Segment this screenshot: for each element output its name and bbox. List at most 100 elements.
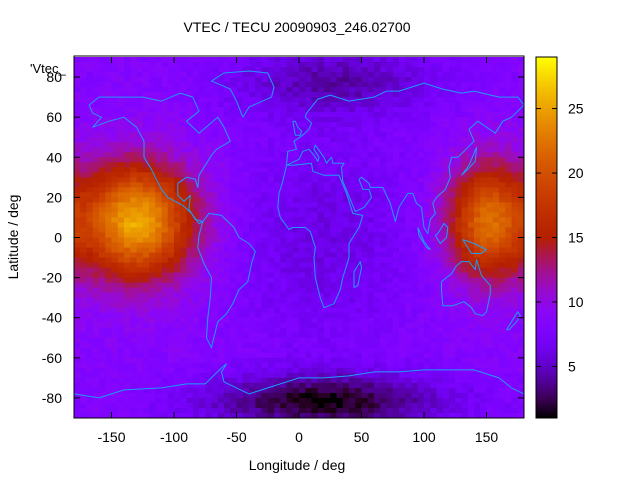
heatmap-cell [192,262,200,268]
heatmap-cell [99,292,106,299]
heatmap-cell [105,397,112,404]
heatmap-cell [442,337,450,344]
heatmap-cell [349,352,356,359]
heatmap-cell [455,142,462,148]
heatmap-cell [180,212,187,218]
heatmap-cell [361,187,369,193]
heatmap-cell [149,187,156,193]
heatmap-cell [261,267,269,273]
heatmap-cell [367,172,375,178]
heatmap-cell [336,322,344,329]
heatmap-cell [349,237,356,243]
heatmap-cell [392,132,400,138]
heatmap-cell [430,257,437,263]
heatmap-cell [436,197,444,203]
heatmap-cell [167,222,175,228]
heatmap-cell [136,112,144,118]
heatmap-cell [324,277,331,284]
heatmap-cell [280,322,287,329]
heatmap-cell [449,177,456,183]
heatmap-cell [242,292,250,299]
heatmap-cell [242,382,250,389]
heatmap-cell [461,257,469,263]
heatmap-cell [92,387,100,394]
heatmap-cell [474,57,481,63]
heatmap-cell [317,232,325,238]
heatmap-cell [142,392,150,399]
heatmap-cell [517,392,525,399]
heatmap-cell [311,312,319,319]
heatmap-cell [230,347,237,354]
heatmap-cell [224,187,231,193]
heatmap-cell [517,107,525,113]
heatmap-cell [317,72,325,78]
heatmap-cell [474,182,481,188]
heatmap-cell [511,122,519,128]
heatmap-cell [336,252,344,258]
heatmap-cell [505,167,512,173]
heatmap-cell [342,357,350,364]
heatmap-cell [242,377,250,384]
heatmap-cell [186,192,194,198]
heatmap-cell [499,297,506,304]
heatmap-cell [74,357,81,364]
heatmap-cell [399,337,406,344]
heatmap-cell [124,332,131,339]
heatmap-cell [380,327,387,334]
heatmap-cell [417,102,425,108]
heatmap-cell [92,312,100,319]
heatmap-cell [349,187,356,193]
heatmap-cell [492,272,500,279]
heatmap-cell [224,247,231,253]
heatmap-cell [199,367,206,374]
heatmap-cell [111,327,119,334]
heatmap-cell [380,292,387,299]
heatmap-cell [361,257,369,263]
heatmap-cell [249,207,256,213]
heatmap-cell [355,177,362,183]
heatmap-cell [174,262,181,268]
heatmap-cell [386,102,394,108]
heatmap-cell [211,292,219,299]
heatmap-cell [486,62,494,68]
heatmap-cell [505,312,512,319]
heatmap-cell [374,147,381,153]
heatmap-cell [117,337,125,344]
heatmap-cell [192,337,200,344]
heatmap-cell [317,82,325,88]
heatmap-cell [299,282,306,289]
heatmap-cell [242,302,250,309]
heatmap-cell [436,332,444,339]
heatmap-cell [424,282,431,289]
heatmap-cell [86,162,94,168]
heatmap-cell [405,267,412,273]
heatmap-cell [505,147,512,153]
heatmap-cell [155,92,162,98]
heatmap-cell [99,232,106,238]
heatmap-cell [324,382,331,389]
heatmap-cell [261,292,269,299]
heatmap-cell [130,77,137,83]
heatmap-cell [405,382,412,389]
heatmap-cell [486,357,494,364]
heatmap-cell [249,292,256,299]
heatmap-cell [374,347,381,354]
heatmap-cell [180,82,187,88]
heatmap-cell [280,62,287,68]
heatmap-cell [336,342,344,349]
heatmap-cell [86,312,94,319]
heatmap-cell [217,257,225,263]
heatmap-cell [405,347,412,354]
heatmap-cell [455,382,462,389]
heatmap-cell [330,312,337,319]
heatmap-cell [255,262,262,268]
heatmap-cell [505,72,512,78]
heatmap-cell [155,82,162,88]
heatmap-cell [180,122,187,128]
heatmap-cell [461,87,469,93]
heatmap-cell [217,327,225,334]
heatmap-cell [349,157,356,163]
heatmap-cell [74,92,81,98]
heatmap-cell [74,192,81,198]
heatmap-cell [186,242,194,248]
